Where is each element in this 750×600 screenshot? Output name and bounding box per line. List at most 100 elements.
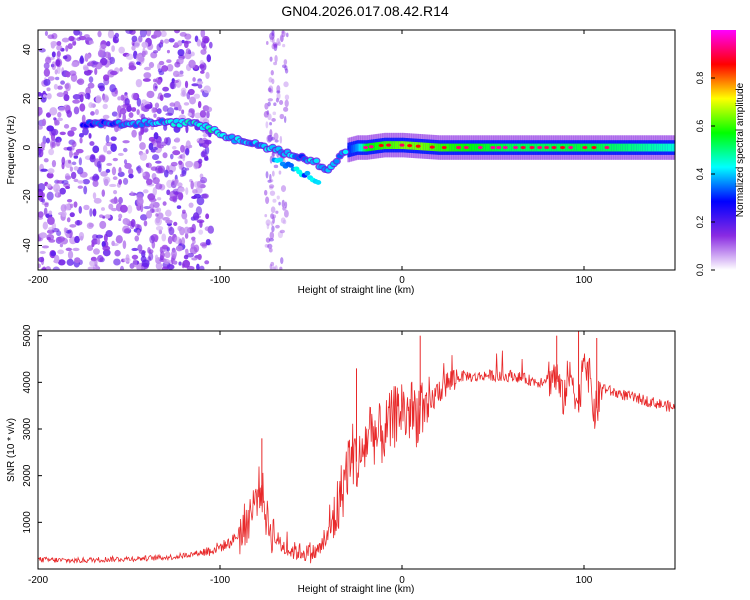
spectrogram-noise-blob <box>118 167 122 174</box>
spectrogram-noise-blob <box>38 147 42 156</box>
spectrogram-noise-blob <box>264 102 269 110</box>
spectrogram-noise-blob <box>174 179 178 186</box>
spectrogram-noise-blob <box>86 62 93 67</box>
spectrogram-ridge-core <box>447 143 450 152</box>
spectrogram-ridge-core <box>642 143 645 152</box>
spectrogram-noise-blob <box>178 191 184 201</box>
spectrogram-ridge-core <box>396 141 400 150</box>
spectrogram-ridge-peak <box>582 145 588 150</box>
spectrogram-noise-blob <box>190 180 194 190</box>
spectrogram-noise-blob <box>38 143 41 147</box>
spectrogram-noise-blob <box>204 146 210 155</box>
spectrogram-noise-blob <box>106 41 111 47</box>
spectrogram-noise-blob <box>84 92 91 100</box>
spectrogram-noise-blob <box>57 111 62 118</box>
spectrogram-noise-blob <box>42 94 47 98</box>
x-tick-label: -100 <box>210 275 230 286</box>
spectrogram-noise-blob <box>142 189 149 194</box>
spectrogram-ridge-core <box>494 143 498 152</box>
spectrogram-noise-blob <box>175 245 183 252</box>
spectrogram-noise-blob <box>83 204 90 211</box>
spectrogram-noise-blob <box>174 42 179 48</box>
spectrogram-noise-blob <box>166 189 171 196</box>
y-tick-label: 4000 <box>22 371 33 394</box>
spectrogram-noise-blob <box>284 99 289 108</box>
spectrogram-noise-blob <box>88 76 94 83</box>
spectrogram-noise-blob <box>140 266 145 270</box>
spectrogram-ridge-peak <box>407 144 413 148</box>
spectrogram-noise-blob <box>102 245 111 251</box>
spectrogram-noise-blob <box>131 92 138 100</box>
spectrogram-noise-blob <box>208 41 213 49</box>
spectrogram-noise-blob <box>277 41 281 47</box>
spectrogram-ridge-core <box>654 143 658 152</box>
spectrogram-noise-blob <box>60 80 65 85</box>
spectrogram-noise-blob <box>141 259 150 268</box>
spectrogram-noise-blob <box>118 196 123 204</box>
spectrogram-noise-blob <box>192 189 198 194</box>
spectrogram-noise-blob <box>173 221 178 226</box>
spectrogram-noise-blob <box>174 61 181 68</box>
spectrogram-noise-blob <box>267 98 273 102</box>
spectrogram-noise-blob <box>40 168 48 172</box>
spectrogram-ridge-core <box>629 143 632 152</box>
spectrogram-noise-blob <box>65 45 69 52</box>
spectrogram-noise-blob <box>53 183 61 193</box>
spectrogram-ridge-core <box>636 143 640 152</box>
spectrogram-noise-blob <box>106 150 112 155</box>
spectrogram-noise-blob <box>67 130 75 137</box>
spectrogram-noise-blob <box>68 35 75 42</box>
spectrogram-noise-blob <box>59 131 66 136</box>
spectrogram-noise-blob <box>108 183 117 188</box>
spectrogram-noise-blob <box>135 78 143 88</box>
spectrogram-noise-blob <box>172 79 179 84</box>
spectrogram-noise-blob <box>152 177 160 185</box>
spectrogram-noise-blob <box>162 201 167 206</box>
spectrogram-ylabel: Frequency (Hz) <box>6 116 17 185</box>
spectrogram-noise-blob <box>265 121 269 129</box>
spectrogram-noise-blob <box>111 243 119 247</box>
spectrogram-noise-blob <box>63 94 70 102</box>
x-tick-label: 0 <box>399 275 405 286</box>
spectrogram-ridge-peak <box>415 144 421 148</box>
spectrogram-noise-blob <box>77 180 84 184</box>
spectrogram-noise-blob <box>66 109 73 118</box>
spectrogram-noise-blob <box>185 48 191 55</box>
spectrogram-noise-blob <box>65 175 72 180</box>
spectrogram-ridge-core <box>669 143 673 152</box>
snr-plot-area <box>38 331 675 564</box>
spectrogram-ridge-core <box>525 143 529 152</box>
spectrogram-noise-blob <box>102 114 110 119</box>
colorbar-ticks: 0.0 0.2 0.4 0.6 0.8 <box>695 72 715 276</box>
x-tick-label: 100 <box>576 275 593 286</box>
spectrogram-noise-blob <box>138 35 143 43</box>
spectrogram-noise-blob <box>41 198 45 203</box>
spectrogram-noise-blob <box>41 245 49 249</box>
spectrogram-noise-blob <box>273 132 279 141</box>
spectrogram-noise-blob <box>107 30 115 39</box>
spectrogram-noise-blob <box>283 81 289 88</box>
x-tick-label: -200 <box>28 275 48 286</box>
spectrogram-noise-blob <box>169 153 174 160</box>
spectrogram-ridge-core <box>587 143 591 152</box>
spectrogram-noise-blob <box>271 78 275 85</box>
spectrogram-noise-blob <box>38 125 43 130</box>
spectrogram-noise-blob <box>112 36 120 44</box>
spectrogram-noise-blob <box>86 69 94 74</box>
spectrogram-noise-blob <box>103 144 108 153</box>
spectrogram-noise-blob <box>111 111 118 117</box>
spectrogram-noise-blob <box>180 87 187 94</box>
spectrogram-noise-blob <box>166 49 170 54</box>
spectrogram-noise-blob <box>57 85 63 90</box>
spectrogram-frame <box>37 29 676 271</box>
spectrogram-noise-blob <box>278 170 282 175</box>
spectrogram-ridge-core <box>392 141 396 150</box>
spectrogram-noise-blob <box>77 78 85 86</box>
spectrogram-noise-blob <box>87 82 95 89</box>
spectrogram-noise-blob <box>128 173 134 179</box>
spectrogram-noise-blob <box>276 90 281 94</box>
spectrogram-noise-blob <box>52 266 60 270</box>
spectrogram-noise-blob <box>179 226 185 236</box>
spectrogram-noise-blob <box>99 44 107 49</box>
spectrogram-noise-blob <box>265 237 271 243</box>
